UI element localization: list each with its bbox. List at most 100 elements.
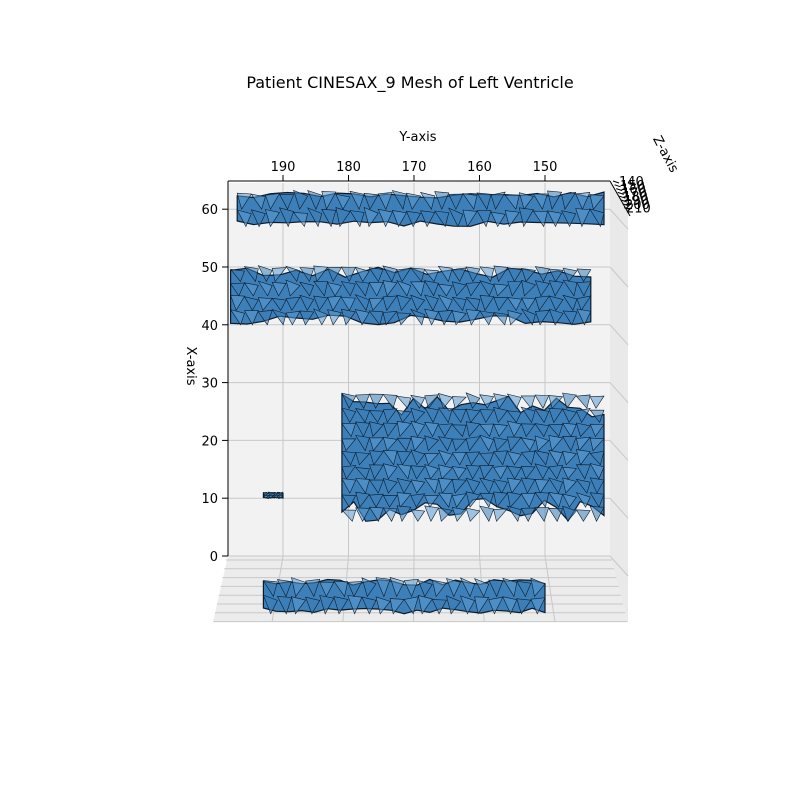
mesh-top-slab-facet bbox=[504, 194, 520, 210]
mesh-top-slab-facet bbox=[546, 210, 563, 228]
mesh-top-slab-facet bbox=[434, 191, 450, 210]
mesh-main-chamber-facet bbox=[548, 464, 564, 480]
mesh-main-chamber-facet bbox=[451, 452, 467, 466]
mesh-upper-slab-facet bbox=[382, 265, 398, 283]
mesh-top-slab-facet bbox=[476, 210, 492, 228]
mesh-bottom-fragments-facet bbox=[445, 578, 461, 598]
mesh-top-slab-facet bbox=[462, 209, 478, 228]
mesh-main-chamber-facet bbox=[341, 509, 357, 522]
mesh-main-chamber-facet bbox=[437, 407, 453, 424]
mesh-main-chamber-facet bbox=[410, 479, 426, 494]
mesh-main-chamber-facet bbox=[396, 505, 412, 523]
mesh-bottom-fragments-facet bbox=[473, 578, 490, 598]
side-pane bbox=[610, 181, 628, 622]
mesh-main-chamber bbox=[341, 392, 605, 523]
mesh-main-chamber-facet bbox=[548, 449, 564, 466]
mesh-main-chamber-facet bbox=[575, 449, 591, 466]
mesh-upper-slab-facet bbox=[562, 279, 578, 297]
mesh-main-chamber-facet bbox=[451, 479, 467, 494]
mesh-upper-slab-facet bbox=[257, 297, 273, 312]
mesh-main-chamber-facet bbox=[369, 464, 384, 480]
mesh-bottom-fragments-facet bbox=[530, 577, 546, 598]
mesh-main-chamber-facet bbox=[410, 394, 426, 409]
mesh-main-chamber-facet bbox=[451, 408, 467, 424]
mesh-upper-slab-facet bbox=[562, 294, 578, 312]
mesh-upper-slab-facet bbox=[576, 268, 592, 283]
mesh-main-chamber-facet bbox=[424, 477, 439, 494]
mesh-main-chamber-facet bbox=[451, 507, 467, 522]
mesh-bottom-fragments-facet bbox=[347, 581, 363, 598]
z-tick-label: 160 bbox=[621, 183, 646, 198]
mesh-main-chamber-facet bbox=[479, 477, 495, 494]
mesh-bottom-fragments-facet bbox=[389, 598, 405, 615]
mesh-main-chamber-facet bbox=[548, 423, 564, 438]
mesh-bottom-fragments-facet bbox=[276, 579, 292, 598]
mesh-small-fragment-facet bbox=[267, 495, 274, 499]
mesh-main-chamber-facet bbox=[479, 452, 495, 466]
mesh-main-chamber-facet bbox=[396, 410, 412, 423]
mesh-upper-slab-facet bbox=[285, 265, 301, 283]
mesh-main-chamber-facet bbox=[341, 465, 357, 480]
mesh-small-fragment-facet bbox=[267, 491, 274, 496]
mesh-main-chamber-facet bbox=[479, 434, 495, 452]
mesh-top-slab-facet bbox=[264, 209, 280, 228]
mesh-upper-slab-facet bbox=[534, 280, 550, 297]
mesh-upper-slab-facet bbox=[479, 295, 495, 312]
mesh-surfaces bbox=[229, 189, 605, 615]
mesh-bottom-fragments-facet bbox=[488, 596, 504, 615]
mesh-main-chamber-facet bbox=[534, 479, 550, 494]
mesh-main-chamber-facet bbox=[589, 492, 605, 508]
grid-line-x-side bbox=[609, 440, 629, 461]
mesh-main-chamber-facet bbox=[589, 423, 605, 438]
mesh-small-fragment-facet bbox=[272, 494, 279, 499]
y-tick-label: 170 bbox=[402, 160, 427, 175]
mesh-main-chamber-facet bbox=[341, 451, 357, 466]
mesh-main-chamber-facet bbox=[410, 465, 426, 480]
mesh-upper-slab-facet bbox=[520, 308, 536, 326]
mesh-top-slab-facet bbox=[532, 193, 548, 210]
mesh-main-chamber-facet bbox=[493, 491, 508, 508]
mesh-main-chamber-facet bbox=[382, 394, 398, 409]
mesh-main-chamber-facet bbox=[534, 408, 550, 424]
mesh-top-slab-facet bbox=[589, 208, 605, 228]
mesh-bottom-fragments-facet bbox=[333, 596, 349, 615]
mesh-upper-slab-facet bbox=[243, 296, 259, 312]
mesh-main-chamber-facet bbox=[562, 493, 577, 508]
mesh-main-chamber-facet bbox=[451, 396, 467, 409]
y-tick-label: 160 bbox=[467, 160, 492, 175]
mesh-main-chamber-facet bbox=[520, 492, 536, 508]
mesh-main-chamber-facet bbox=[479, 409, 495, 424]
x-tick-label: 50 bbox=[201, 261, 218, 276]
mesh-top-slab-facet bbox=[250, 209, 266, 228]
grid-line-x-side bbox=[609, 324, 629, 346]
mesh-bottom-fragments-facet bbox=[417, 580, 433, 598]
mesh-main-chamber-facet bbox=[507, 436, 522, 452]
mesh-upper-slab-facet bbox=[437, 310, 453, 326]
mesh-main-chamber-facet bbox=[465, 392, 481, 409]
mesh-top-slab-facet bbox=[391, 210, 407, 228]
mesh-top-slab-facet bbox=[476, 192, 492, 210]
mesh-main-chamber-facet bbox=[355, 507, 370, 522]
mesh-main-chamber-facet bbox=[562, 392, 577, 409]
mesh-upper-slab-facet bbox=[424, 280, 439, 297]
mesh-upper-slab-facet bbox=[576, 308, 592, 326]
mesh-upper-slab-facet bbox=[465, 281, 481, 297]
mesh-upper-slab-facet bbox=[327, 295, 342, 312]
mesh-small-fragment bbox=[262, 491, 284, 499]
mesh-upper-slab-facet bbox=[257, 310, 273, 326]
mesh-upper-slab-facet bbox=[271, 267, 287, 283]
mesh-upper-slab-facet bbox=[507, 297, 523, 312]
mesh-main-chamber-facet bbox=[562, 422, 577, 438]
mesh-top-slab-facet bbox=[363, 206, 379, 228]
mesh-upper-slab-facet bbox=[534, 266, 550, 283]
mesh-upper-slab-facet bbox=[299, 294, 315, 312]
mesh-main-chamber-facet bbox=[355, 435, 370, 452]
mesh-main-chamber-facet bbox=[465, 451, 481, 466]
grid-line-x-side bbox=[609, 555, 629, 577]
mesh-main-chamber-facet bbox=[562, 408, 577, 423]
mesh-upper-slab-facet bbox=[493, 297, 509, 312]
mesh-main-chamber-facet bbox=[589, 477, 605, 494]
x-tick-label: 0 bbox=[210, 550, 218, 565]
mesh-top-slab-facet bbox=[504, 210, 520, 228]
